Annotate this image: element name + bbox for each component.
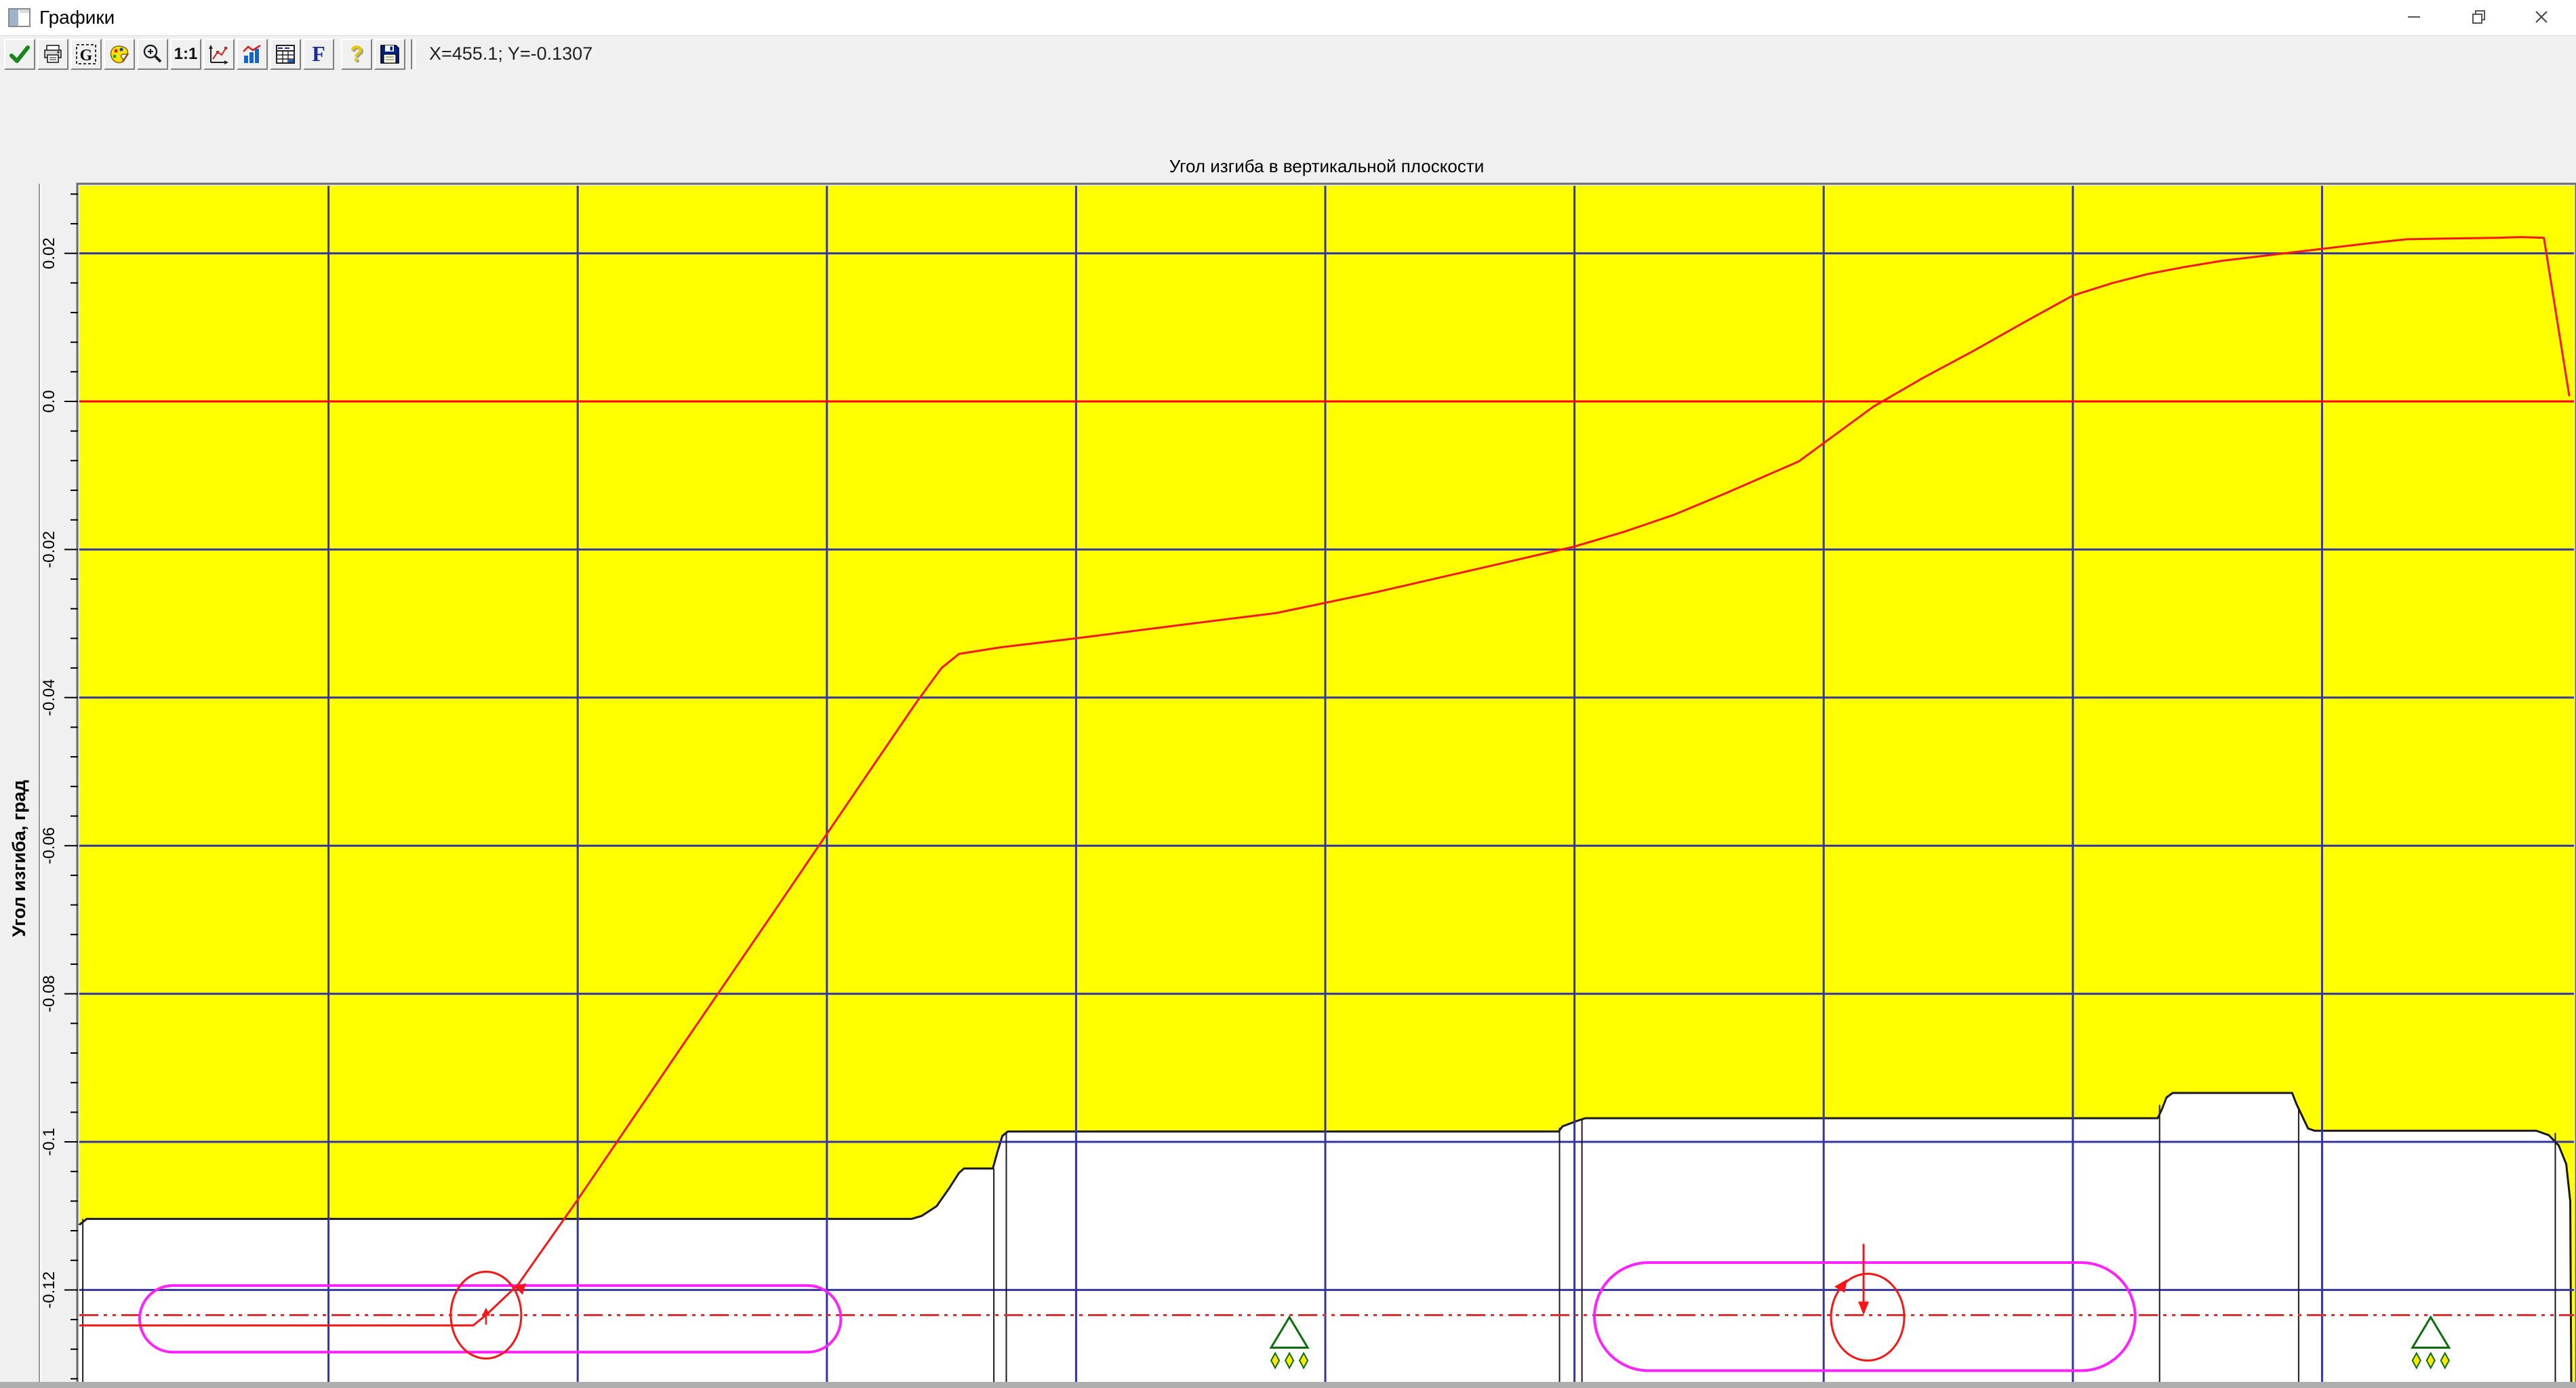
axes-scale-icon [209, 44, 228, 64]
y-tick-label: -0.1 [40, 1128, 58, 1155]
minimize-button[interactable] [2392, 0, 2436, 34]
table-icon [276, 44, 295, 64]
graph-panel: 501001502002503003504004505000.020.0-0.0… [0, 72, 2576, 1388]
support-diamond [2440, 1351, 2450, 1370]
apply-button[interactable] [4, 38, 35, 70]
restore-icon [2472, 10, 2485, 24]
y-tick-label: -0.12 [40, 1271, 58, 1309]
moment2-arrowhead [1834, 1279, 1848, 1293]
curve-series [79, 236, 2571, 1327]
moment1-circle [449, 1271, 523, 1360]
toolbar: G 1:1 [0, 36, 2576, 73]
chart-icon [243, 44, 261, 63]
fit-scale-button[interactable] [203, 38, 235, 70]
y-tick-label: 0.0 [40, 390, 58, 412]
window-bottom-edge [0, 1382, 2576, 1388]
chart-type-button[interactable] [237, 38, 268, 70]
app-icon [8, 8, 31, 27]
help-label: ? [350, 41, 363, 66]
y-tick-label: -0.04 [40, 679, 58, 716]
palette-icon [110, 45, 129, 63]
check-icon [9, 45, 30, 63]
cursor-position-readout: X=455.1; Y=-0.1307 [429, 43, 593, 64]
print-button[interactable] [37, 38, 68, 70]
one-to-one-button[interactable]: 1:1 [170, 38, 201, 70]
y-tick-label: -0.08 [40, 975, 58, 1012]
moment2-circle [1830, 1273, 1906, 1362]
toolbar-separator [411, 39, 416, 69]
close-icon [2535, 11, 2548, 23]
shaft-outline [79, 1092, 2573, 1383]
save-button[interactable] [374, 38, 405, 70]
window-title: Графики [39, 7, 115, 28]
one-to-one-label: 1:1 [174, 44, 198, 63]
support-triangle [2411, 1315, 2451, 1349]
data-table-button[interactable] [270, 38, 301, 70]
title-bar: Графики [0, 0, 2576, 36]
support-diamond [1270, 1351, 1281, 1370]
font-label: F [312, 41, 325, 66]
help-button[interactable]: ? [341, 38, 372, 70]
support-diamond [1298, 1351, 1309, 1370]
magnifier-plus-icon [143, 44, 162, 62]
support-diamond [2426, 1351, 2436, 1370]
bearing-outline [138, 1284, 843, 1354]
y-tick-label: -0.06 [40, 827, 58, 865]
minimize-icon [2408, 16, 2420, 18]
svg-text:G: G [80, 47, 93, 64]
plot-area[interactable]: 501001502002503003504004505000.020.0-0.0… [0, 144, 2576, 1388]
y-tick-label: 0.02 [40, 237, 58, 269]
support-diamond [1284, 1351, 1295, 1370]
shaft-silhouette [79, 1092, 2574, 1383]
printer-icon [44, 44, 62, 63]
bearing-outline [1593, 1261, 2137, 1372]
y-axis-title: Угол изгиба, град [9, 780, 29, 937]
support-triangle [1269, 1315, 1310, 1349]
zoom-in-button[interactable] [137, 38, 168, 70]
support-diamond [2411, 1351, 2421, 1370]
copy-metafile-button[interactable]: G [71, 38, 102, 70]
copy-icon: G [76, 43, 96, 64]
y-tick-label: -0.02 [40, 531, 58, 568]
restore-button[interactable] [2457, 0, 2501, 34]
save-disk-icon [380, 44, 399, 64]
chart-title: Угол изгиба в вертикальной плоскости [1169, 156, 1485, 176]
moment2-force-arrowhead [1858, 1301, 1870, 1315]
palette-button[interactable] [104, 38, 135, 70]
close-button[interactable] [2519, 0, 2564, 34]
font-button[interactable]: F [303, 38, 334, 70]
